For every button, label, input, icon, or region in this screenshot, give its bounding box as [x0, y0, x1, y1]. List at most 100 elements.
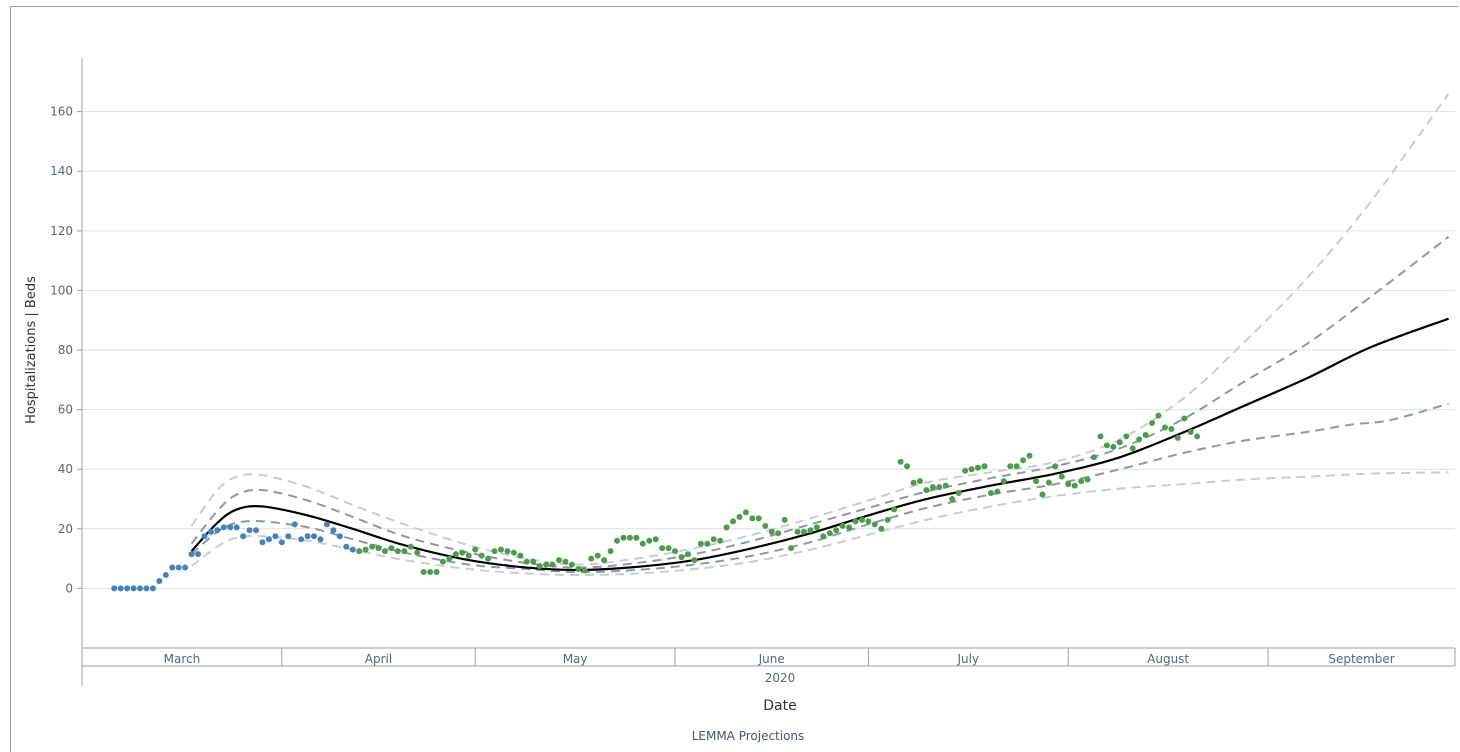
observed-point-green	[749, 515, 755, 521]
projection-dashed-line	[192, 472, 1449, 575]
observed-point-blue	[350, 547, 356, 553]
observed-point-blue	[337, 533, 343, 539]
observed-point-green	[479, 553, 485, 559]
observed-point-green	[872, 521, 878, 527]
projection-median-line	[192, 319, 1449, 570]
observed-point-green	[1181, 416, 1187, 422]
observed-point-green	[1007, 463, 1013, 469]
observed-point-green	[575, 566, 581, 572]
observed-point-blue	[150, 585, 156, 591]
observed-point-green	[1104, 442, 1110, 448]
observed-point-blue	[279, 539, 285, 545]
y-tick-label: 60	[58, 403, 73, 417]
observed-point-green	[891, 506, 897, 512]
observed-point-green	[472, 547, 478, 553]
observed-point-blue	[259, 539, 265, 545]
x-month-label: June	[758, 652, 785, 666]
observed-point-blue	[118, 585, 124, 591]
observed-point-blue	[292, 521, 298, 527]
observed-point-green	[1143, 432, 1149, 438]
observed-point-green	[466, 553, 472, 559]
observed-point-green	[498, 547, 504, 553]
observed-point-blue	[324, 521, 330, 527]
observed-point-blue	[214, 527, 220, 533]
observed-point-green	[537, 563, 543, 569]
y-tick-label: 40	[58, 462, 73, 476]
observed-point-green	[614, 538, 620, 544]
observed-point-green	[627, 535, 633, 541]
observed-point-green	[427, 569, 433, 575]
x-month-label: July	[957, 652, 980, 666]
observed-point-green	[672, 548, 678, 554]
observed-point-blue	[227, 524, 233, 530]
observed-point-green	[704, 541, 710, 547]
observed-point-green	[840, 523, 846, 529]
observed-point-blue	[137, 585, 143, 591]
observed-point-blue	[272, 533, 278, 539]
observed-point-green	[769, 529, 775, 535]
observed-point-green	[595, 553, 601, 559]
observed-point-blue	[240, 533, 246, 539]
observed-point-green	[1188, 429, 1194, 435]
observed-point-green	[550, 562, 556, 568]
observed-point-green	[801, 529, 807, 535]
observed-point-green	[833, 527, 839, 533]
observed-point-green	[981, 463, 987, 469]
observed-point-green	[936, 484, 942, 490]
projection-lines	[192, 94, 1449, 575]
observed-point-green	[1046, 480, 1052, 486]
observed-point-green	[962, 468, 968, 474]
observed-point-green	[807, 527, 813, 533]
observed-point-blue	[311, 533, 317, 539]
observed-point-green	[1155, 413, 1161, 419]
observed-point-green	[446, 556, 452, 562]
observed-point-green	[1091, 454, 1097, 460]
observed-point-green	[698, 541, 704, 547]
observed-point-green	[711, 536, 717, 542]
observed-point-green	[846, 524, 852, 530]
observed-point-green	[1059, 474, 1065, 480]
observed-point-green	[1117, 439, 1123, 445]
y-tick-label: 80	[58, 343, 73, 357]
projection-dashed-line	[192, 237, 1449, 568]
observed-point-green	[1194, 433, 1200, 439]
observed-point-blue	[201, 533, 207, 539]
observed-point-green	[717, 538, 723, 544]
observed-point-blue	[318, 536, 324, 542]
observed-point-green	[691, 557, 697, 563]
observed-point-green	[562, 559, 568, 565]
observed-point-blue	[176, 565, 182, 571]
observed-point-green	[601, 557, 607, 563]
x-axis-year-label: 2020	[765, 671, 796, 685]
observed-point-green	[743, 509, 749, 515]
observed-point-green	[608, 548, 614, 554]
observed-point-green	[1085, 477, 1091, 483]
observed-point-blue	[234, 524, 240, 530]
y-tick-label: 100	[50, 283, 73, 297]
observed-point-green	[524, 559, 530, 565]
observed-point-green	[1110, 444, 1116, 450]
observed-point-blue	[156, 578, 162, 584]
x-month-label: March	[164, 652, 201, 666]
observed-point-green	[421, 569, 427, 575]
observed-point-blue	[111, 585, 117, 591]
observed-point-blue	[253, 527, 259, 533]
observed-point-green	[988, 490, 994, 496]
observed-point-green	[369, 544, 375, 550]
observed-point-blue	[285, 533, 291, 539]
x-month-label: May	[563, 652, 588, 666]
observed-point-green	[865, 518, 871, 524]
observed-point-blue	[221, 524, 227, 530]
observed-point-green	[640, 541, 646, 547]
observed-point-green	[492, 548, 498, 554]
observed-point-green	[356, 548, 362, 554]
observed-point-blue	[163, 572, 169, 578]
observed-point-green	[814, 524, 820, 530]
observed-point-green	[582, 568, 588, 574]
observed-point-green	[827, 530, 833, 536]
observed-point-green	[1072, 483, 1078, 489]
observed-point-green	[1168, 426, 1174, 432]
observed-point-green	[911, 480, 917, 486]
observed-point-green	[588, 556, 594, 562]
